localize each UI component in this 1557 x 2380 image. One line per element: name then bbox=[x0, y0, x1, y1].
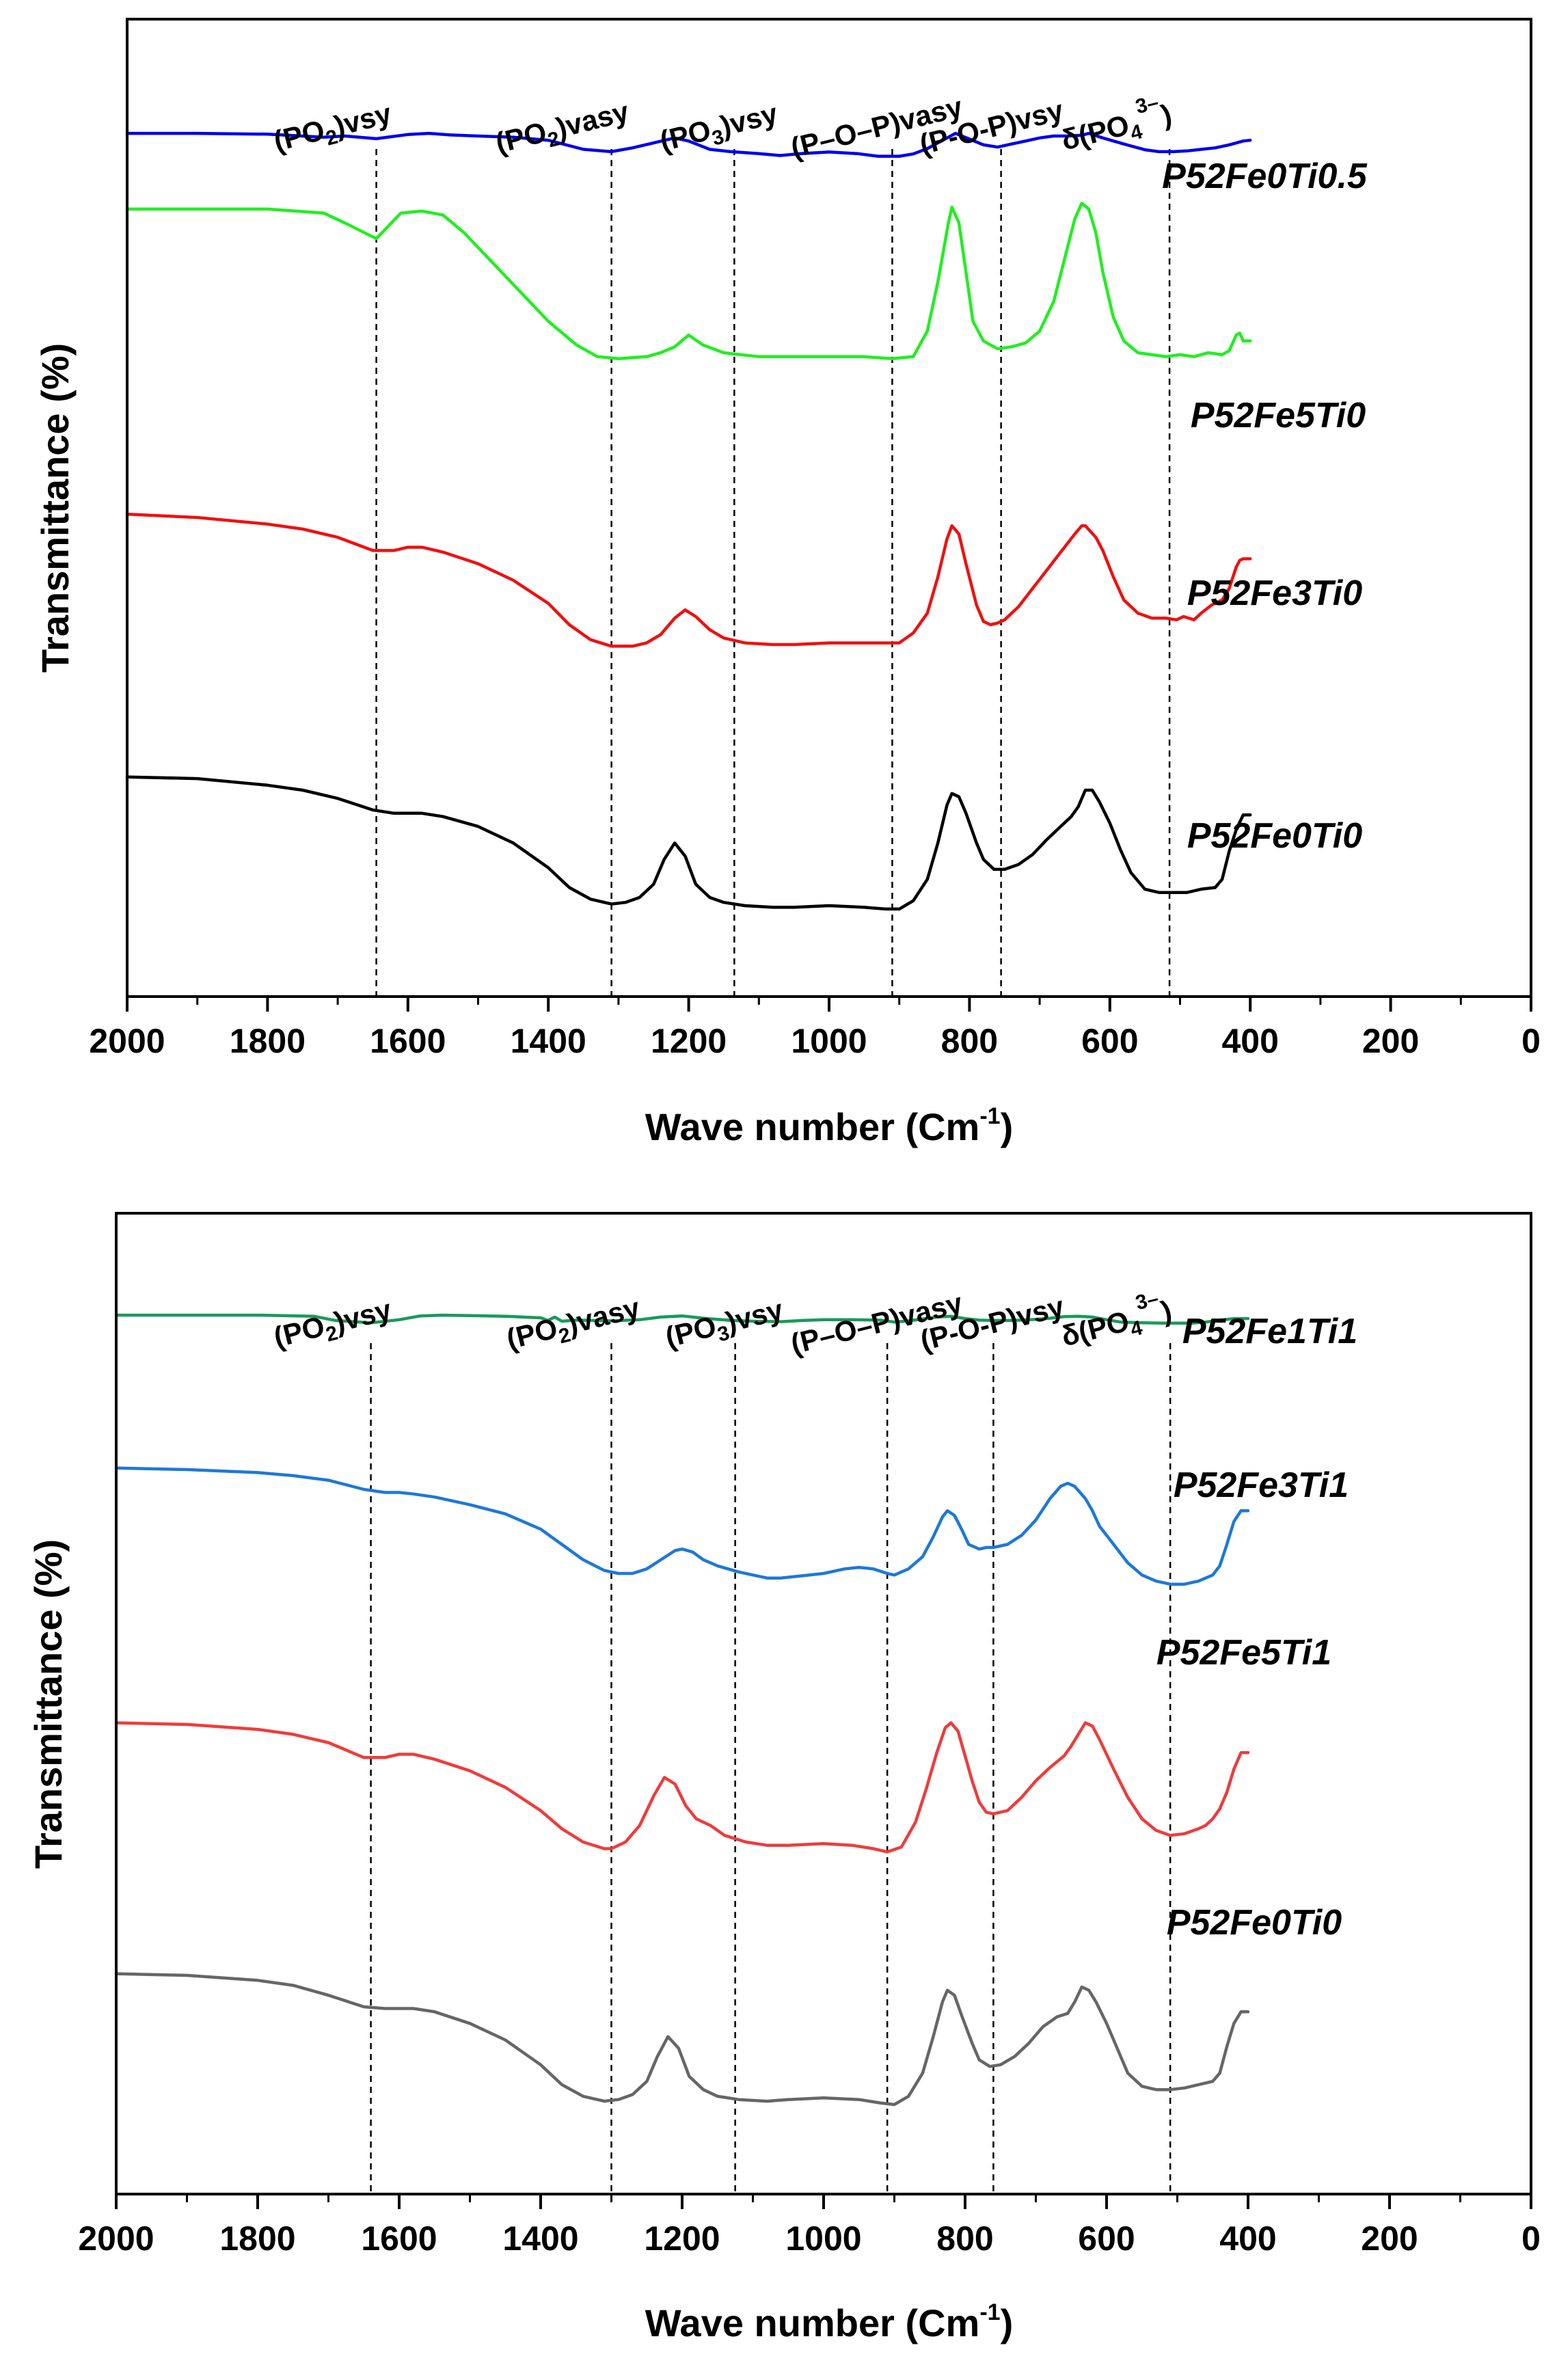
x-tick-label: 2000 bbox=[78, 2219, 154, 2258]
x-tick-label: 1600 bbox=[370, 1022, 446, 1060]
x-tick-label: 1400 bbox=[502, 2219, 578, 2258]
x-tick-label: 2000 bbox=[89, 1022, 165, 1060]
band-label: (PO3)vsy bbox=[662, 1293, 788, 1359]
x-tick-label: 1800 bbox=[219, 2219, 295, 2258]
band-label: (PO2)vsy bbox=[271, 1293, 396, 1359]
x-tick-label: 1200 bbox=[651, 1022, 727, 1060]
band-label: (PO2)vasy bbox=[503, 1291, 645, 1361]
x-tick-label: 1000 bbox=[791, 1022, 867, 1060]
series-label: P52Fe0Ti0 bbox=[1167, 1903, 1342, 1943]
x-tick-label: 200 bbox=[1361, 2219, 1418, 2258]
x-tick-label: 0 bbox=[1521, 2219, 1541, 2258]
x-tick-label: 400 bbox=[1221, 1022, 1278, 1060]
x-tick-label: 1000 bbox=[785, 2219, 861, 2258]
x-axis-title: Wave number (Cm-1) bbox=[645, 1103, 1013, 1148]
spectrum-p52fe3ti0 bbox=[125, 513, 1252, 648]
spectrum-p52fe0ti0 bbox=[125, 775, 1252, 911]
y-axis-title: Transmittance (%) bbox=[27, 1539, 70, 1869]
x-tick-label: 0 bbox=[1521, 1022, 1541, 1060]
x-tick-label: 1400 bbox=[511, 1022, 586, 1060]
x-tick-label: 1800 bbox=[230, 1022, 306, 1060]
x-axis-title: Wave number (Cm-1) bbox=[645, 2299, 1013, 2344]
series-label: P52Fe3Ti0 bbox=[1187, 573, 1362, 613]
series-label: P52Fe1Ti1 bbox=[1182, 1312, 1357, 1351]
spectrum-p52fe5ti0 bbox=[125, 202, 1252, 360]
spectrum-p52fe3ti1 bbox=[114, 1466, 1250, 1586]
x-tick-label: 1200 bbox=[644, 2219, 720, 2258]
x-tick-label: 600 bbox=[1081, 1022, 1138, 1060]
series-label: P52Fe3Ti1 bbox=[1174, 1465, 1349, 1505]
spectrum-p52fe5ti1 bbox=[114, 1721, 1250, 1854]
series-label: P52Fe0Ti0.5 bbox=[1162, 157, 1368, 196]
x-tick-label: 1600 bbox=[361, 2219, 437, 2258]
x-tick-label: 800 bbox=[936, 2219, 993, 2258]
band-label: (PO2)vasy bbox=[492, 95, 634, 165]
x-tick-label: 400 bbox=[1219, 2219, 1276, 2258]
series-label: P52Fe0Ti0 bbox=[1187, 816, 1362, 856]
spectrum-p52fe0ti0-5 bbox=[125, 131, 1252, 158]
spectrum-p52fe0ti0 bbox=[114, 1972, 1250, 2107]
y-axis-title: Transmittance (%) bbox=[33, 343, 77, 673]
plot-frame bbox=[115, 1212, 1532, 2195]
spectrum-p52fe1ti1 bbox=[114, 1313, 1250, 1325]
x-tick-label: 200 bbox=[1362, 1022, 1419, 1060]
top-ftir-panel: P52Fe0Ti0.5 P52Fe5Ti0 P52Fe3Ti0 P52Fe0Ti0 (P… bbox=[33, 18, 1541, 1148]
bottom-ftir-panel: P52Fe1Ti1 P52Fe3Ti1 P52Fe5Ti1 P52Fe0Ti0 (PO2… bbox=[27, 1212, 1541, 2344]
x-tick-label: 800 bbox=[941, 1022, 998, 1060]
series-label: P52Fe5Ti0 bbox=[1191, 396, 1366, 435]
band-label: δ(PO43–) bbox=[1056, 1285, 1176, 1358]
x-tick-label: 600 bbox=[1078, 2219, 1135, 2258]
band-label: (PO2)vsy bbox=[271, 97, 396, 163]
series-label: P52Fe5Ti1 bbox=[1156, 1633, 1331, 1673]
